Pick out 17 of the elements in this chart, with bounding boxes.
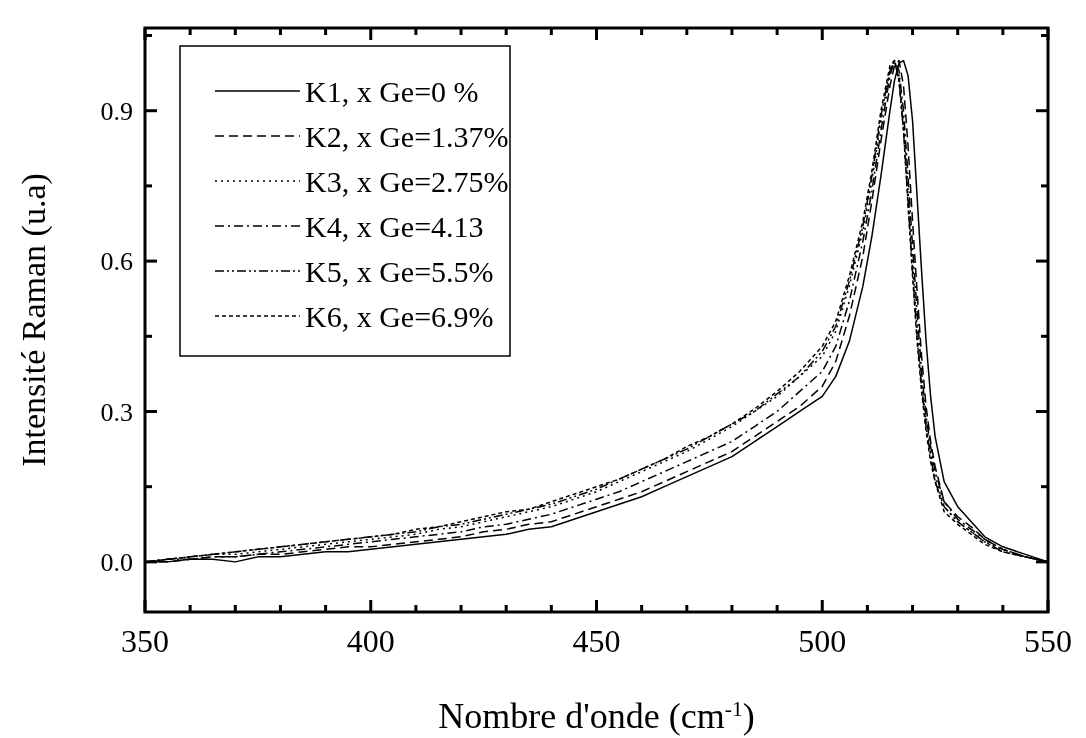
x-tick-label: 350 — [121, 623, 169, 659]
legend-label: K6, x Ge=6.9% — [305, 299, 494, 333]
x-tick-label: 550 — [1024, 623, 1072, 659]
x-tick-label: 500 — [798, 623, 847, 659]
y-tick-label: 0.0 — [100, 547, 133, 577]
y-tick-label: 0.3 — [100, 397, 133, 427]
legend-label: K2, x Ge=1.37% — [305, 119, 509, 153]
y-tick-label: 0.6 — [100, 247, 133, 277]
x-tick-label: 450 — [572, 623, 621, 659]
y-axis-title: Intensité Raman (u.a) — [15, 173, 53, 467]
legend-label: K4, x Ge=4.13 — [305, 209, 484, 243]
legend-label: K5, x Ge=5.5% — [305, 254, 494, 288]
x-axis-title: Nombre d'onde (cm$^{-1}$) — [438, 696, 755, 736]
x-tick-label: 400 — [346, 623, 395, 659]
y-tick-label: 0.9 — [100, 96, 133, 126]
legend-label: K1, x Ge=0 % — [305, 74, 479, 108]
legend-label: K3, x Ge=2.75% — [305, 164, 509, 198]
